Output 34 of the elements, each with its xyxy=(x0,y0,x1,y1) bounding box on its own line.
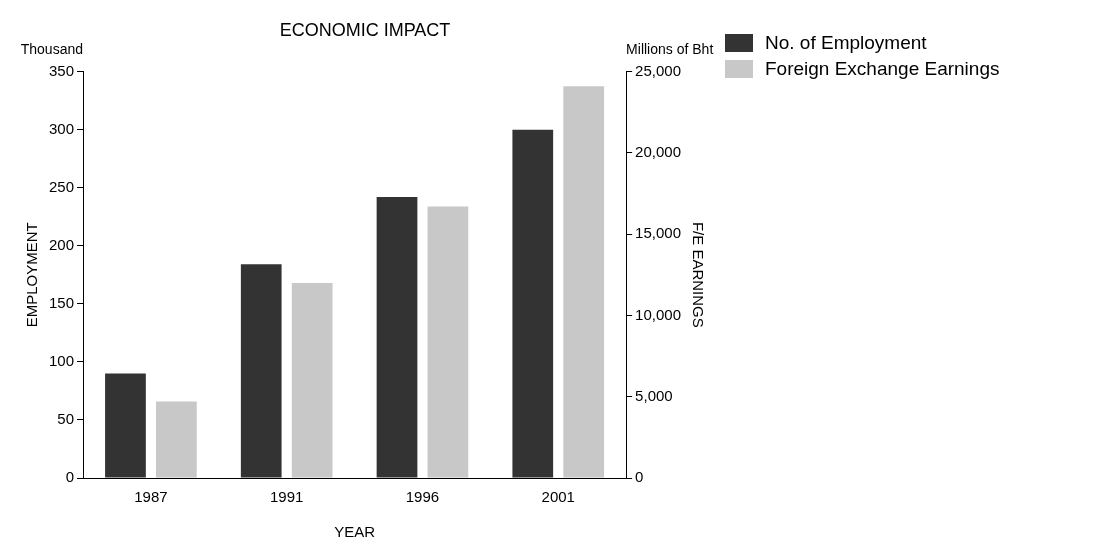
bar xyxy=(156,401,197,478)
y-tick-label: 150 xyxy=(49,293,75,311)
y-tick-label: 50 xyxy=(57,410,75,428)
x-tick-label: 1991 xyxy=(270,488,304,506)
y2-tick-label: 25,000 xyxy=(635,61,682,79)
y-tick-label: 350 xyxy=(49,61,75,79)
y2-tick-label: 0 xyxy=(635,468,644,486)
y2-tick-label: 5,000 xyxy=(635,386,673,404)
x-tick-label: 1996 xyxy=(405,488,440,506)
y-tick-label: 100 xyxy=(49,352,75,370)
x-axis-title: YEAR xyxy=(334,523,376,541)
y2-tick-label: 10,000 xyxy=(635,305,682,323)
legend-label: Foreign Exchange Earnings xyxy=(765,58,1000,79)
text: Thousand xyxy=(20,41,84,58)
chart-title: ECONOMIC IMPACT xyxy=(279,19,451,40)
x-tick-label: 2001 xyxy=(541,488,575,506)
y-tick-label: 0 xyxy=(65,468,75,486)
bar xyxy=(291,282,333,478)
y-tick-label: 300 xyxy=(49,119,75,137)
bar xyxy=(563,86,605,478)
y-tick-label: 200 xyxy=(49,235,75,253)
y2-tick-label: 15,000 xyxy=(635,224,682,242)
y-tick-label: 250 xyxy=(49,177,75,195)
text: Millions of Bht xyxy=(626,41,714,58)
bar xyxy=(512,129,554,478)
bar xyxy=(105,373,146,478)
y2-tick-label: 20,000 xyxy=(635,143,682,161)
y-axis-title: EMPLOYMENT xyxy=(23,222,41,328)
legend-label: No. of Employment xyxy=(765,32,927,53)
bar xyxy=(376,197,418,478)
bar xyxy=(427,206,469,478)
y2-axis-title: F/E EARNINGS xyxy=(689,221,707,328)
bar xyxy=(240,264,282,478)
x-tick-label: 1987 xyxy=(134,488,168,506)
